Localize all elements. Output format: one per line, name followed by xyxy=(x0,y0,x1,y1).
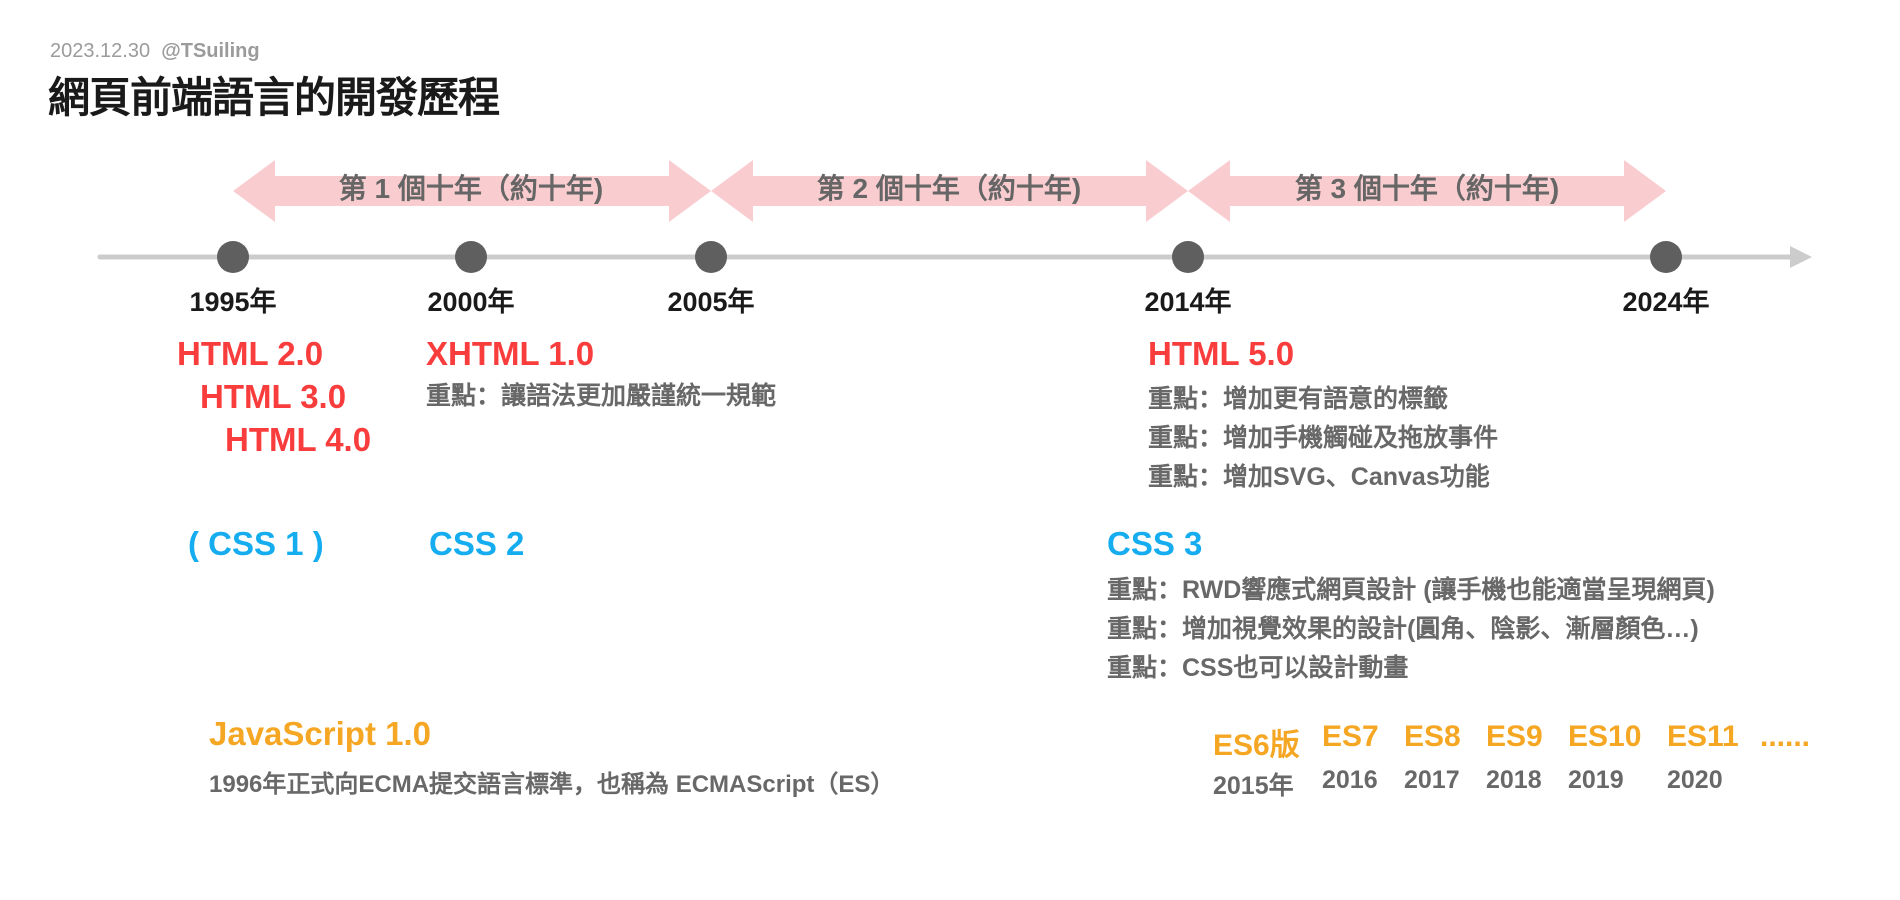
svg-text:第 3 個十年（約十年): 第 3 個十年（約十年) xyxy=(1295,172,1559,204)
svg-text:第 2 個十年（約十年): 第 2 個十年（約十年) xyxy=(817,172,1081,204)
svg-text:第 1 個十年（約十年): 第 1 個十年（約十年) xyxy=(339,172,603,204)
